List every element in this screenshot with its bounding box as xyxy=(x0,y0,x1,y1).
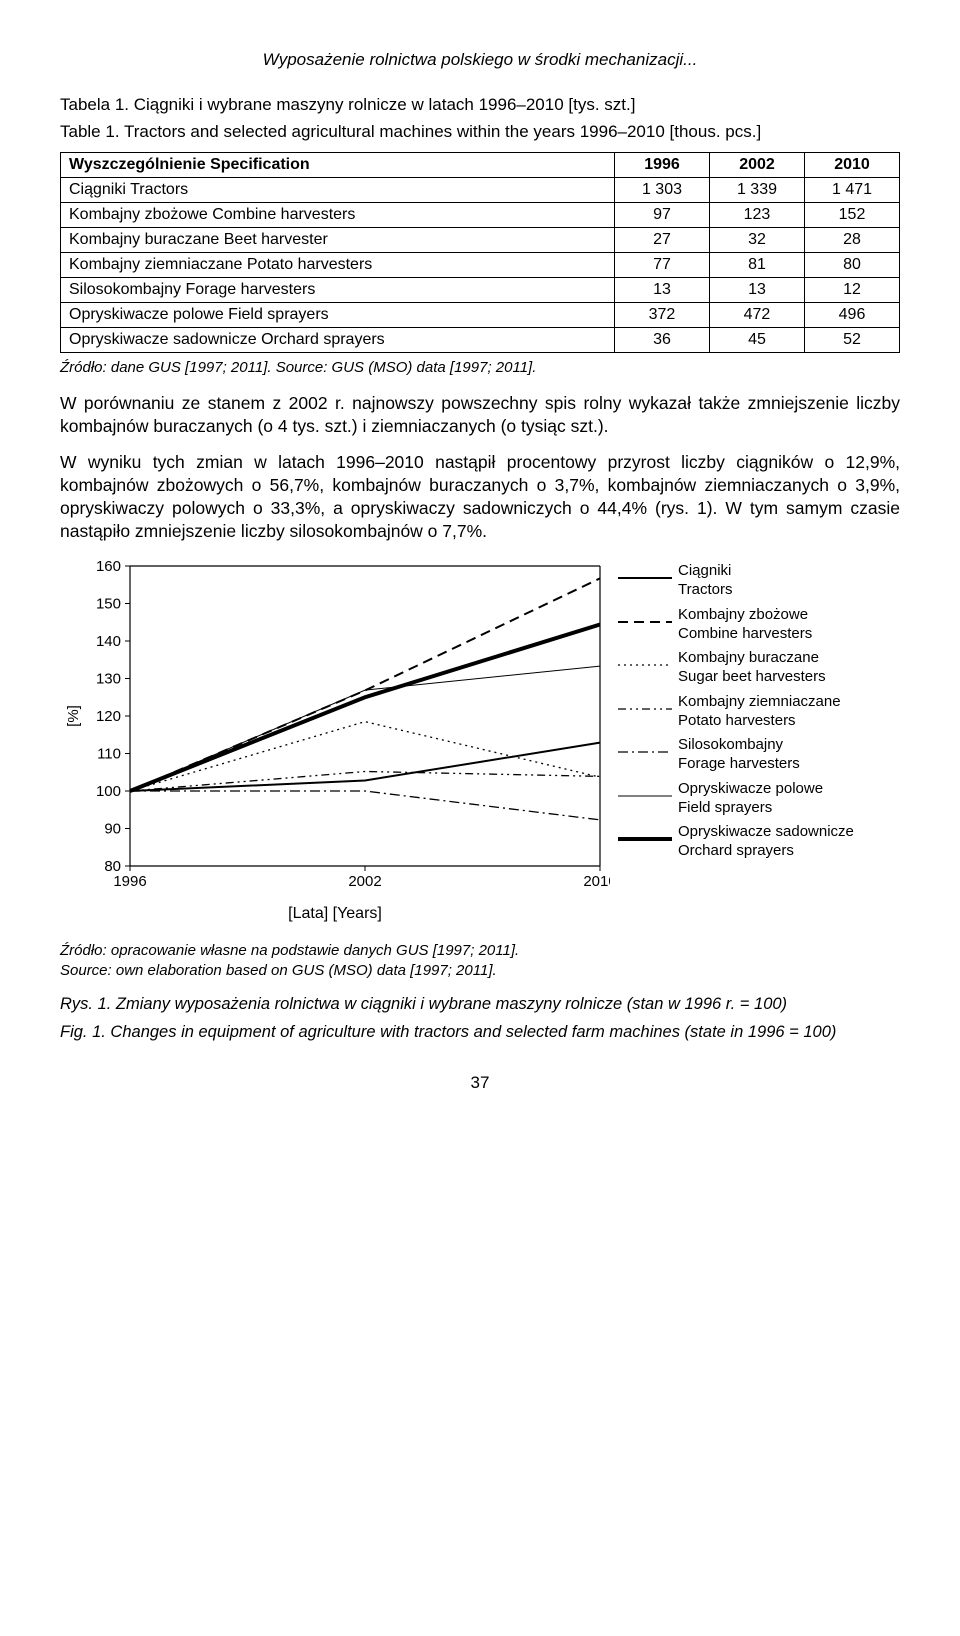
page-number: 37 xyxy=(60,1073,900,1093)
svg-text:150: 150 xyxy=(96,596,121,613)
figure-source-en: Source: own elaboration based on GUS (MS… xyxy=(60,962,497,979)
paragraph-2: W wyniku tych zmian w latach 1996–2010 n… xyxy=(60,451,900,542)
table-cell-value: 372 xyxy=(614,302,709,327)
svg-text:100: 100 xyxy=(96,783,121,800)
figure-source: Źródło: opracowanie własne na podstawie … xyxy=(60,941,900,980)
table-cell-value: 13 xyxy=(709,277,804,302)
line-chart: 8090100110120130140150160[%]199620022010… xyxy=(60,556,900,923)
table-cell-value: 77 xyxy=(614,252,709,277)
figure-caption-en: Fig. 1. Changes in equipment of agricult… xyxy=(60,1022,900,1043)
table-cell-value: 496 xyxy=(804,302,899,327)
table-cell-label: Opryskiwacze polowe Field sprayers xyxy=(61,302,615,327)
legend-label: Kombajny zbożoweCombine harvesters xyxy=(678,606,812,644)
table-cell-value: 12 xyxy=(804,277,899,302)
table-cell-value: 1 339 xyxy=(709,177,804,202)
legend-label: Kombajny ziemniaczanePotato harvesters xyxy=(678,693,841,731)
table-cell-label: Ciągniki Tractors xyxy=(61,177,615,202)
legend-label: SilosokombajnyForage harvesters xyxy=(678,736,800,774)
table-row: Opryskiwacze polowe Field sprayers372472… xyxy=(61,302,900,327)
svg-text:120: 120 xyxy=(96,708,121,725)
figure-caption-pl: Rys. 1. Zmiany wyposażenia rolnictwa w c… xyxy=(60,994,900,1015)
table-header-year: 1996 xyxy=(614,152,709,177)
table-caption-pl: Tabela 1. Ciągniki i wybrane maszyny rol… xyxy=(60,94,900,117)
legend-label: Opryskiwacze sadowniczeOrchard sprayers xyxy=(678,823,854,861)
svg-text:2002: 2002 xyxy=(348,873,381,890)
table-row: Kombajny ziemniaczane Potato harvesters7… xyxy=(61,252,900,277)
table-header-label: Wyszczególnienie Specification xyxy=(61,152,615,177)
svg-text:90: 90 xyxy=(104,821,121,838)
table-row: Opryskiwacze sadownicze Orchard sprayers… xyxy=(61,327,900,352)
table-cell-label: Kombajny zbożowe Combine harvesters xyxy=(61,202,615,227)
table-cell-value: 123 xyxy=(709,202,804,227)
table-cell-value: 45 xyxy=(709,327,804,352)
chart-legend: CiągnikiTractors Kombajny zbożoweCombine … xyxy=(618,556,854,867)
legend-item: Opryskiwacze sadowniczeOrchard sprayers xyxy=(618,823,854,861)
table-row: Silosokombajny Forage harvesters131312 xyxy=(61,277,900,302)
table-cell-value: 80 xyxy=(804,252,899,277)
legend-item: SilosokombajnyForage harvesters xyxy=(618,736,854,774)
table-cell-value: 32 xyxy=(709,227,804,252)
paragraph-1: W porównaniu ze stanem z 2002 r. najnows… xyxy=(60,392,900,438)
table-row: Kombajny zbożowe Combine harvesters97123… xyxy=(61,202,900,227)
table-header-year: 2010 xyxy=(804,152,899,177)
table-caption-en: Table 1. Tractors and selected agricultu… xyxy=(60,121,900,144)
table-cell-value: 1 471 xyxy=(804,177,899,202)
legend-item: Kombajny buraczaneSugar beet harvesters xyxy=(618,649,854,687)
table-cell-label: Silosokombajny Forage harvesters xyxy=(61,277,615,302)
legend-item: Opryskiwacze poloweField sprayers xyxy=(618,780,854,818)
legend-label: Opryskiwacze poloweField sprayers xyxy=(678,780,823,818)
x-axis-label: [Lata] [Years] xyxy=(60,905,610,923)
svg-text:2010: 2010 xyxy=(583,873,610,890)
svg-text:140: 140 xyxy=(96,633,121,650)
table-row: Kombajny buraczane Beet harvester273228 xyxy=(61,227,900,252)
table-cell-value: 36 xyxy=(614,327,709,352)
chart-plot-area: 8090100110120130140150160[%]199620022010 xyxy=(60,556,610,896)
table-cell-label: Kombajny ziemniaczane Potato harvesters xyxy=(61,252,615,277)
legend-item: Kombajny ziemniaczanePotato harvesters xyxy=(618,693,854,731)
table-row: Ciągniki Tractors1 3031 3391 471 xyxy=(61,177,900,202)
table-cell-value: 472 xyxy=(709,302,804,327)
svg-text:[%]: [%] xyxy=(65,706,82,728)
table-source: Źródło: dane GUS [1997; 2011]. Source: G… xyxy=(60,359,900,376)
table-cell-label: Kombajny buraczane Beet harvester xyxy=(61,227,615,252)
table-cell-value: 13 xyxy=(614,277,709,302)
table-header-year: 2002 xyxy=(709,152,804,177)
figure-source-pl: Źródło: opracowanie własne na podstawie … xyxy=(60,942,519,959)
table-cell-value: 27 xyxy=(614,227,709,252)
table-cell-value: 81 xyxy=(709,252,804,277)
svg-text:160: 160 xyxy=(96,558,121,575)
data-table: Wyszczególnienie Specification1996200220… xyxy=(60,152,900,353)
legend-item: CiągnikiTractors xyxy=(618,562,854,600)
table-cell-value: 52 xyxy=(804,327,899,352)
running-header: Wyposażenie rolnictwa polskiego w środki… xyxy=(60,50,900,70)
table-cell-value: 1 303 xyxy=(614,177,709,202)
table-cell-value: 28 xyxy=(804,227,899,252)
legend-label: CiągnikiTractors xyxy=(678,562,732,600)
svg-text:110: 110 xyxy=(97,746,121,763)
svg-text:1996: 1996 xyxy=(113,873,146,890)
legend-label: Kombajny buraczaneSugar beet harvesters xyxy=(678,649,826,687)
svg-text:130: 130 xyxy=(96,671,121,688)
legend-item: Kombajny zbożoweCombine harvesters xyxy=(618,606,854,644)
table-cell-label: Opryskiwacze sadownicze Orchard sprayers xyxy=(61,327,615,352)
table-cell-value: 152 xyxy=(804,202,899,227)
table-cell-value: 97 xyxy=(614,202,709,227)
